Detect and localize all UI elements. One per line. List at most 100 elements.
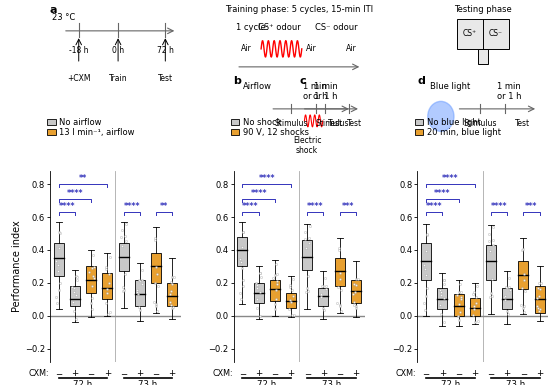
Bar <box>286 293 296 308</box>
Text: 1 min
or 1 h: 1 min or 1 h <box>497 82 521 101</box>
Legend: No shock, 90 V, 12 shocks: No shock, 90 V, 12 shocks <box>231 118 309 137</box>
Text: ****: **** <box>66 189 83 198</box>
Point <box>351 305 360 311</box>
Text: +: + <box>320 369 327 378</box>
Point <box>73 277 81 283</box>
Point <box>89 275 98 281</box>
Bar <box>135 280 145 306</box>
Text: Blue light: Blue light <box>430 82 470 91</box>
Text: ****: **** <box>250 189 267 198</box>
Text: CXM:: CXM: <box>28 369 49 378</box>
Text: 72 h: 72 h <box>74 380 93 385</box>
Point <box>152 301 161 307</box>
Text: Test: Test <box>347 119 362 128</box>
Point <box>439 277 448 283</box>
Point <box>456 296 465 302</box>
Text: ****: **** <box>434 189 450 198</box>
Bar <box>454 295 464 316</box>
Point <box>69 308 78 314</box>
Text: Test: Test <box>515 119 530 128</box>
Point <box>237 259 245 265</box>
Point <box>121 238 130 244</box>
Text: −: − <box>455 369 462 378</box>
Point <box>487 293 496 299</box>
Point <box>285 284 294 290</box>
Point <box>420 266 429 272</box>
Point <box>536 286 545 293</box>
Text: 72 h: 72 h <box>441 380 460 385</box>
Text: −: − <box>488 369 495 378</box>
Point <box>151 235 160 241</box>
Text: Airflow: Airflow <box>243 82 271 91</box>
Text: Electric
shock: Electric shock <box>293 136 321 155</box>
Bar <box>486 245 496 280</box>
Bar <box>519 261 529 290</box>
Point <box>437 288 445 295</box>
Point <box>238 244 247 250</box>
Point <box>135 278 144 284</box>
Text: ****: **** <box>442 174 459 183</box>
Point <box>520 309 529 315</box>
Point <box>351 276 360 282</box>
Point <box>101 266 110 272</box>
Text: ****: **** <box>242 202 259 211</box>
Bar <box>478 49 488 64</box>
Point <box>271 286 280 293</box>
Point <box>488 276 496 283</box>
Text: +: + <box>471 369 479 378</box>
Text: Testing phase: Testing phase <box>454 5 512 14</box>
Point <box>437 311 445 318</box>
Bar <box>456 19 509 49</box>
Text: +: + <box>504 369 511 378</box>
Text: +: + <box>439 369 446 378</box>
Text: b: b <box>234 76 242 86</box>
Point <box>54 245 63 251</box>
Text: Training phase: 5 cycles, 15-min ITI: Training phase: 5 cycles, 15-min ITI <box>225 5 373 14</box>
Text: Stimulus: Stimulus <box>315 119 348 128</box>
Point <box>318 283 327 289</box>
Point <box>304 235 313 241</box>
Point <box>68 299 77 305</box>
Bar <box>302 240 312 270</box>
Text: Stimulus: Stimulus <box>464 119 497 128</box>
Point <box>423 285 432 291</box>
Point <box>102 290 111 296</box>
Point <box>152 264 161 270</box>
Text: 72 h: 72 h <box>257 380 276 385</box>
Point <box>352 282 361 288</box>
Point <box>165 291 174 297</box>
Text: CS⁺: CS⁺ <box>463 29 477 38</box>
Point <box>472 300 481 306</box>
Point <box>505 287 514 293</box>
Point <box>435 287 444 293</box>
Point <box>55 280 64 286</box>
Point <box>317 291 326 297</box>
Bar <box>421 243 431 280</box>
Text: +: + <box>352 369 360 378</box>
Point <box>422 248 430 254</box>
Point <box>68 283 77 290</box>
Point <box>439 319 448 325</box>
Point <box>72 292 81 298</box>
Text: **: ** <box>160 202 168 211</box>
Point <box>502 285 511 291</box>
Point <box>289 276 298 282</box>
Point <box>239 276 248 283</box>
Point <box>456 289 465 295</box>
Point <box>235 290 244 296</box>
Text: +: + <box>168 369 176 378</box>
Point <box>170 274 178 280</box>
Text: 72 h: 72 h <box>157 46 174 55</box>
Point <box>87 265 96 271</box>
Bar <box>270 280 280 301</box>
Text: ****: **** <box>259 174 275 183</box>
Text: +CXM: +CXM <box>67 74 90 84</box>
Point <box>532 295 541 301</box>
Point <box>133 287 142 293</box>
Point <box>72 273 81 280</box>
Point <box>166 302 175 308</box>
Point <box>469 312 478 318</box>
Point <box>439 277 448 283</box>
Text: **: ** <box>79 174 87 183</box>
Point <box>152 308 161 314</box>
